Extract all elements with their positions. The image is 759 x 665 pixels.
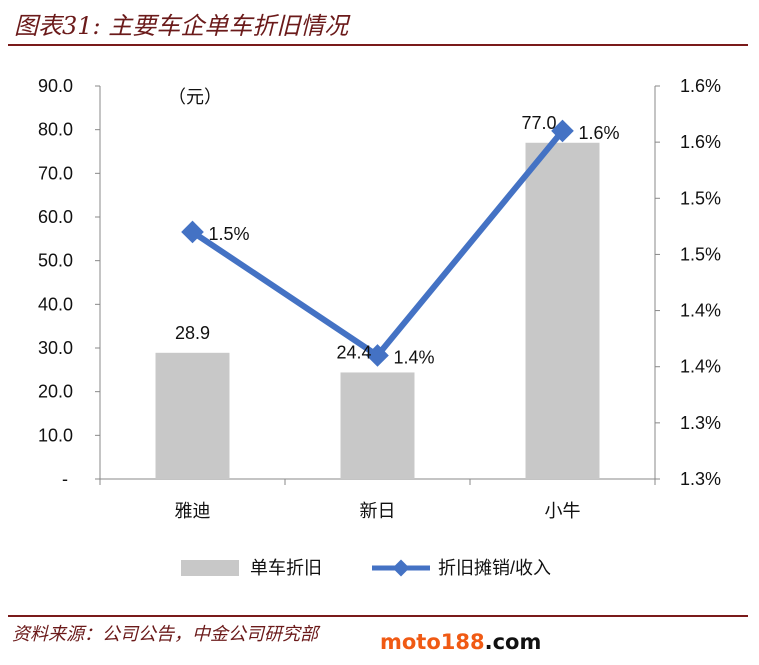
bar-data-label: 77.0 (521, 113, 556, 133)
left-tick-label: 60.0 (38, 207, 73, 227)
bar-data-label: 28.9 (175, 323, 210, 343)
line-data-label: 1.6% (579, 123, 620, 143)
right-tick-label: 1.4% (680, 301, 721, 321)
line-data-label: 1.4% (394, 347, 435, 367)
line-marker (551, 119, 574, 143)
right-tick-label: 1.3% (680, 413, 721, 433)
bar (340, 372, 415, 479)
x-tick-label: 小牛 (545, 501, 581, 521)
line-data-label: 1.5% (209, 224, 250, 244)
left-tick-label: 50.0 (38, 251, 73, 271)
title-divider (8, 44, 748, 46)
chart-title: 图表31: 主要车企单车折旧情况 (14, 12, 349, 40)
watermark: moto188.com (380, 630, 542, 654)
left-tick-label: 40.0 (38, 294, 73, 314)
left-tick-label: - (62, 469, 68, 489)
unit-label: （元） (168, 87, 222, 107)
chart: - 10.0 20.0 30.0 40.0 50.0 60.0 70.0 80.0 90.0 1.3… (38, 76, 721, 578)
bar (155, 352, 230, 479)
right-tick-label: 1.5% (680, 244, 721, 264)
right-tick-label: 1.3% (680, 469, 721, 489)
right-tick-label: 1.6% (680, 76, 721, 96)
left-tick-label: 20.0 (38, 382, 73, 402)
left-tick-label: 90.0 (38, 76, 73, 96)
x-tick-label: 新日 (360, 501, 396, 521)
bar-data-label: 24.4 (336, 342, 371, 362)
left-tick-label: 80.0 (38, 120, 73, 140)
bar (525, 142, 600, 479)
footer-divider (8, 615, 748, 617)
line-marker (366, 344, 389, 367)
legend-label-line: 折旧摊销/收入 (438, 558, 551, 578)
right-tick-label: 1.4% (680, 357, 721, 377)
right-tick-label: 1.6% (680, 132, 721, 152)
legend-swatch-bar (181, 560, 239, 576)
right-tick-label: 1.5% (680, 188, 721, 208)
legend-marker-line (392, 559, 410, 577)
legend-label-bar: 单车折旧 (250, 558, 322, 578)
x-tick-label: 雅迪 (175, 501, 211, 521)
left-tick-label: 10.0 (38, 425, 73, 445)
source-note: 资料来源：公司公告，中金公司研究部 (12, 624, 318, 645)
left-tick-label: 70.0 (38, 163, 73, 183)
left-tick-label: 30.0 (38, 338, 73, 358)
